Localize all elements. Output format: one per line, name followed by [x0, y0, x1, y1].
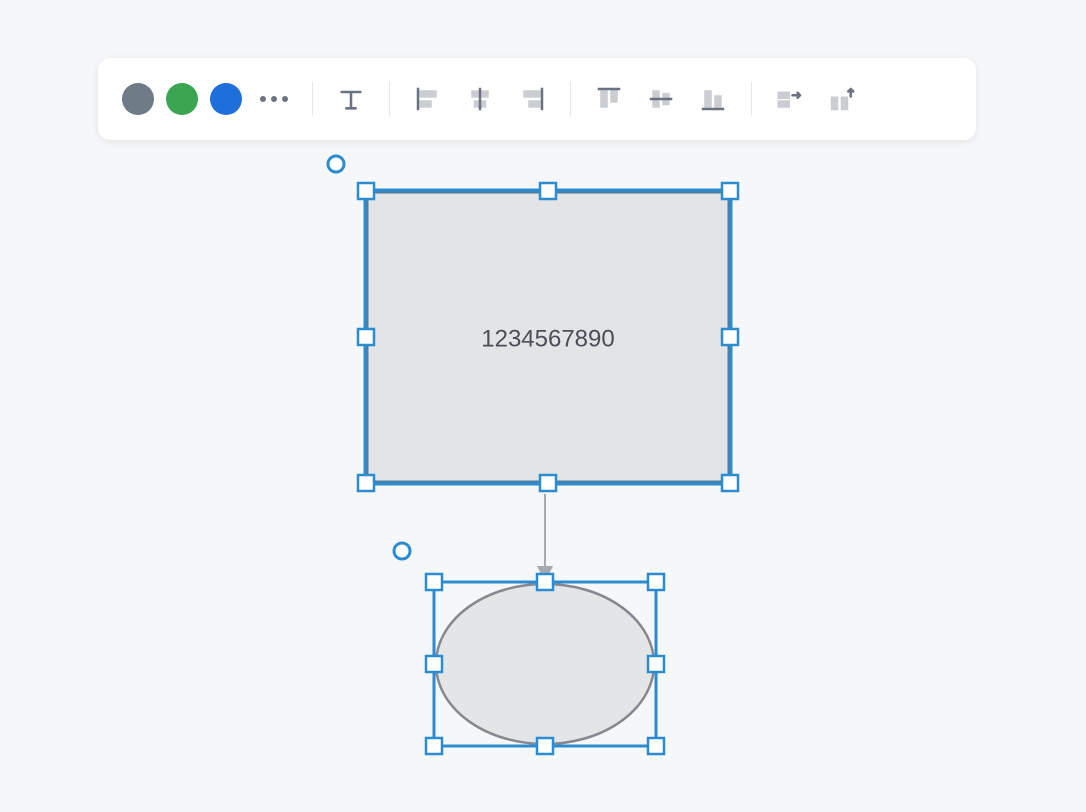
align-right-icon[interactable] — [512, 79, 552, 119]
toolbar-divider — [312, 82, 313, 116]
fill-color-blue[interactable] — [210, 83, 242, 115]
resize-handle-e[interactable] — [722, 329, 738, 345]
fill-color-green[interactable] — [166, 83, 198, 115]
ellipse-shape[interactable] — [436, 584, 654, 744]
more-colors-icon[interactable] — [260, 96, 288, 102]
resize-handle-w[interactable] — [426, 656, 442, 672]
resize-handle-sw[interactable] — [358, 475, 374, 491]
toolbar-divider — [751, 82, 752, 116]
rectangle-shape[interactable] — [367, 192, 729, 482]
resize-handle-w[interactable] — [358, 329, 374, 345]
resize-handle-n[interactable] — [537, 574, 553, 590]
resize-handle-s[interactable] — [540, 475, 556, 491]
resize-handle-n[interactable] — [540, 183, 556, 199]
fill-color-gray[interactable] — [122, 83, 154, 115]
resize-handle-nw[interactable] — [426, 574, 442, 590]
rotation-handle[interactable] — [394, 543, 410, 559]
align-center-v-icon[interactable] — [641, 79, 681, 119]
toolbar-divider — [389, 82, 390, 116]
rotation-handle[interactable] — [328, 156, 344, 172]
resize-handle-e[interactable] — [648, 656, 664, 672]
resize-handle-s[interactable] — [537, 738, 553, 754]
align-top-icon[interactable] — [589, 79, 629, 119]
format-toolbar — [98, 58, 976, 140]
resize-handle-sw[interactable] — [426, 738, 442, 754]
resize-handle-nw[interactable] — [358, 183, 374, 199]
toolbar-divider — [570, 82, 571, 116]
align-bottom-icon[interactable] — [693, 79, 733, 119]
resize-handle-ne[interactable] — [648, 574, 664, 590]
text-tool-icon[interactable] — [331, 79, 371, 119]
distribute-h-icon[interactable] — [770, 79, 810, 119]
distribute-v-icon[interactable] — [822, 79, 862, 119]
resize-handle-se[interactable] — [648, 738, 664, 754]
align-left-icon[interactable] — [408, 79, 448, 119]
resize-handle-ne[interactable] — [722, 183, 738, 199]
align-center-h-icon[interactable] — [460, 79, 500, 119]
resize-handle-se[interactable] — [722, 475, 738, 491]
